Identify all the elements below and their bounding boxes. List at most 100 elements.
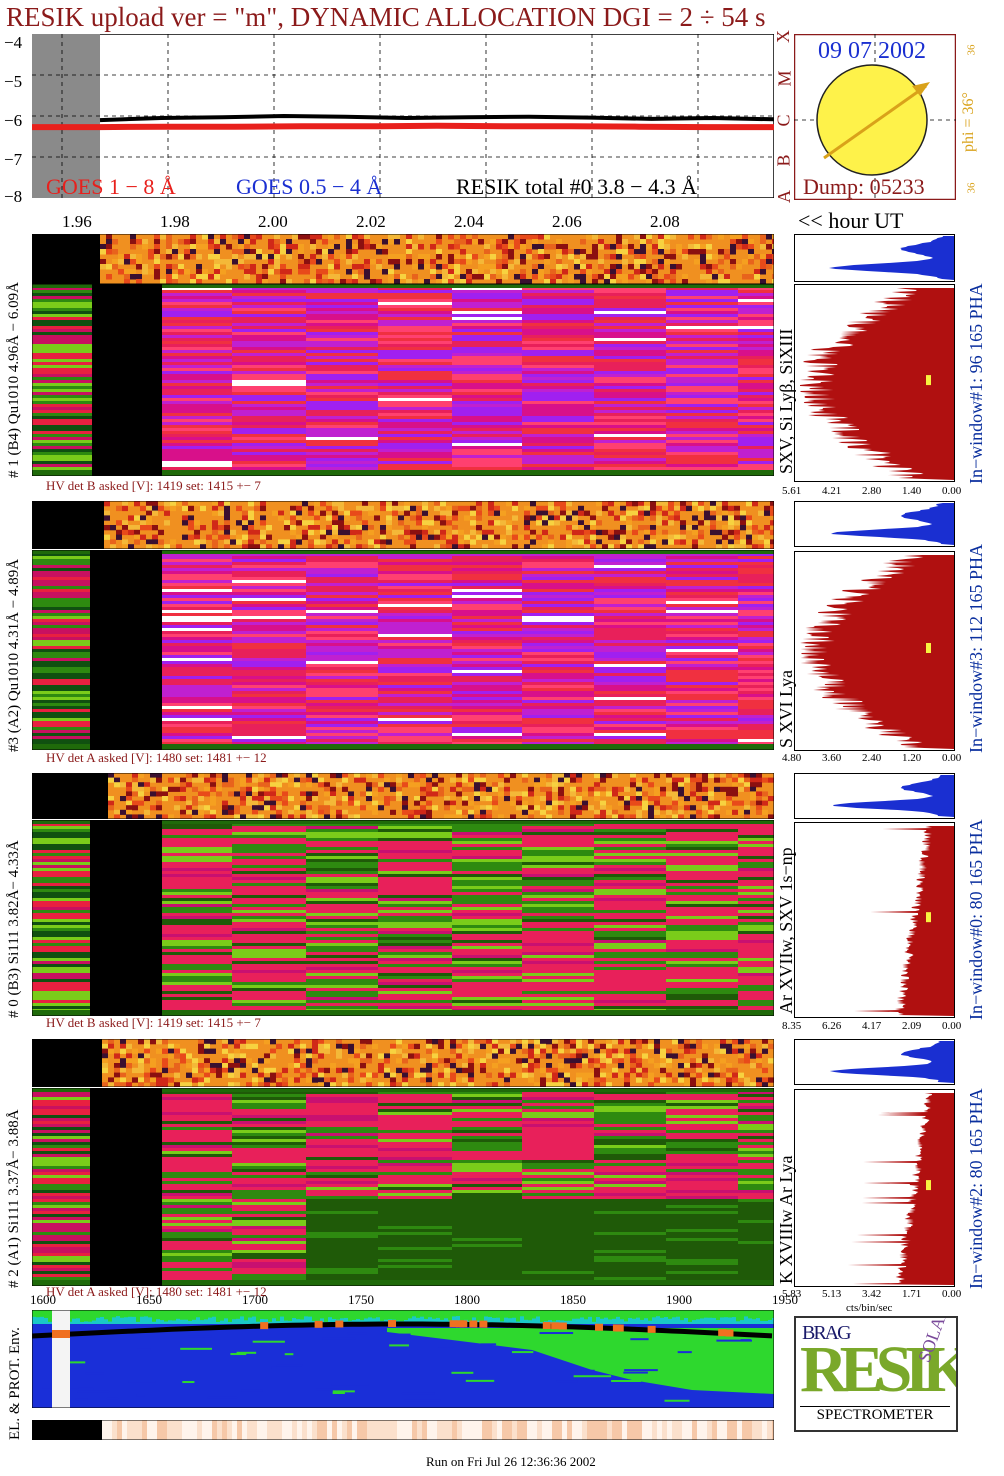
time-tick-0: 1.96	[62, 212, 92, 231]
pha-xtick-0-2: 2.80	[862, 485, 882, 497]
phi-label: phi = 36°	[960, 92, 977, 152]
pha-xtick-3-1: 5.13	[822, 1288, 842, 1300]
goes-ylabel-5: −8	[4, 187, 23, 206]
phi-top: 36	[965, 44, 978, 56]
pha-xtick-0-4: 0.00	[942, 485, 962, 497]
spectrogram-1	[32, 550, 774, 750]
pha-xtick-1-2: 2.40	[862, 752, 882, 764]
env-xtick-7: 1950	[772, 1292, 798, 1307]
sun-date: 09 07 2002	[818, 38, 926, 64]
pha-xtick-2-4: 0.00	[942, 1020, 962, 1032]
channel-hv-text-1: HV det A asked [V]: 1480 set: 1481 +− 12	[46, 750, 267, 765]
goes-legend-black: RESIK total #0 3.8 − 4.3 Å	[456, 174, 697, 199]
time-tick-2: 2.00	[258, 212, 288, 231]
class-letter-m: M	[774, 70, 795, 87]
goes-legend-blue: GOES 0.5 − 4 Å	[236, 174, 383, 199]
time-tick-6: 2.08	[650, 212, 680, 231]
channel-line-label-3: K XVIIIw Ar Lya	[776, 1155, 796, 1284]
env-xtick-5: 1850	[560, 1292, 586, 1307]
temperature-strip-3	[32, 1039, 774, 1087]
channel-line-label-1: S XVI Lya	[776, 670, 796, 748]
temperature-strip-1	[32, 501, 774, 549]
spectrum-profile-2	[794, 822, 955, 1018]
channel-line-label-2: Ar XVIIw, SXV 1s−np	[776, 847, 796, 1014]
pha-xtick-1-1: 3.60	[822, 752, 842, 764]
pha-xtick-3-2: 3.42	[862, 1288, 882, 1300]
time-tick-5: 2.06	[552, 212, 582, 231]
sun-disk	[816, 64, 928, 176]
channel-pha-label-3: In−window#2: 80 165 PHA	[966, 1088, 986, 1289]
sun-dump: Dump: 05233	[803, 174, 925, 199]
goes-series-1	[99, 113, 774, 123]
pha-xtick-2-3: 2.09	[902, 1020, 922, 1032]
channel-ylabel-2: # 0 (B3) Si111 3.82Å− 4.33Å	[6, 840, 22, 1018]
spectrogram-2	[32, 820, 774, 1016]
spectrum-profile-1	[794, 551, 955, 751]
page-title: RESIK upload ver = "m", DYNAMIC ALLOCATI…	[6, 2, 766, 32]
pha-xtick-2-1: 6.26	[822, 1020, 842, 1032]
pha-xtick-1-3: 1.20	[902, 752, 922, 764]
channel-line-label-0: SXV, Si Lyβ, SiXIII	[776, 328, 796, 474]
time-tick-1: 1.98	[160, 212, 190, 231]
goes-legend-red: GOES 1 − 8 Å	[46, 174, 176, 199]
class-letter-c: C	[773, 114, 794, 127]
pha-xtick-0-1: 4.21	[822, 485, 842, 497]
goes-ylabel-2: −5	[4, 72, 23, 91]
env-ylabel: EL. & PROT. Env.	[7, 1327, 23, 1440]
channel-pha-label-0: In−window#1: 96 165 PHA	[966, 283, 986, 484]
goes-plot	[32, 34, 774, 198]
spectrogram-3	[32, 1088, 774, 1286]
pha-xtick-0-3: 1.40	[902, 485, 922, 497]
logo-caption: SPECTROMETER	[800, 1406, 950, 1424]
goes-ylabel-1: −4	[4, 33, 23, 52]
goes-panel: −4 −5 −6 −7 −8	[0, 30, 790, 230]
pha-xaxis-label: cts/bin/sec	[846, 1302, 893, 1314]
environment-panel	[32, 1310, 774, 1408]
env-xtick-6: 1900	[666, 1292, 692, 1307]
pha-xtick-1-0: 4.80	[782, 752, 802, 764]
sun-panel	[794, 34, 956, 200]
channel-hv-text-0: HV det B asked [V]: 1419 set: 1415 +− 7	[46, 478, 261, 493]
time-tick-3: 2.02	[356, 212, 386, 231]
time-tick-4: 2.04	[454, 212, 484, 231]
logo-small-top: BRAG	[802, 1322, 852, 1344]
logo-letters: RESIK	[800, 1333, 958, 1406]
pha-histogram-0	[794, 234, 955, 282]
env-xtick-2: 1700	[242, 1292, 268, 1307]
pha-histogram-1	[794, 501, 955, 547]
env-xtick-1: 1650	[136, 1292, 162, 1307]
spectrogram-0	[32, 284, 774, 476]
footer-run-text: Run on Fri Jul 26 12:36:36 2002	[426, 1454, 596, 1469]
pha-xtick-3-4: 0.00	[942, 1288, 962, 1300]
temperature-strip-2	[32, 773, 774, 819]
environment-strip	[32, 1420, 774, 1440]
channel-ylabel-1: #3 (A2) Qu1010 4.31Å − 4.89Å	[6, 558, 22, 752]
goes-series-0	[32, 122, 774, 131]
pha-xtick-3-0: 5.83	[782, 1288, 802, 1300]
channel-pha-label-1: In−window#3: 112 165 PHA	[966, 544, 986, 753]
channel-hv-text-3: HV det A asked [V]: 1480 set: 1481 +− 12	[46, 1284, 267, 1299]
class-letter-a: A	[774, 190, 794, 203]
class-letter-x: X	[773, 30, 793, 43]
env-xtick-3: 1750	[348, 1292, 374, 1307]
goes-ylabel-3: −6	[4, 111, 23, 130]
pha-xtick-3-3: 1.71	[902, 1288, 922, 1300]
channel-hv-text-2: HV det B asked [V]: 1419 set: 1415 +− 7	[46, 1015, 261, 1030]
pha-xtick-2-0: 8.35	[782, 1020, 802, 1032]
pha-histogram-2	[794, 773, 955, 819]
pha-xtick-0-0: 5.61	[782, 485, 802, 497]
channel-ylabel-0: # 1 (B4) Qu1010 4.96Å − 6.09Å	[6, 282, 22, 478]
goes-ylabel-4: −7	[4, 150, 23, 169]
channel-pha-label-2: In−window#0: 80 165 PHA	[966, 819, 986, 1020]
env-xtick-0: 1600	[30, 1292, 56, 1307]
spectrum-profile-0	[794, 284, 955, 482]
spectrum-profile-3	[794, 1089, 955, 1287]
pha-xtick-2-2: 4.17	[862, 1020, 882, 1032]
pha-xtick-1-4: 0.00	[942, 752, 962, 764]
resik-logo: BRAG RESIK SOLAR SPECTROMETER	[794, 1316, 958, 1432]
phi-bottom: 36	[965, 182, 978, 194]
pha-histogram-3	[794, 1039, 955, 1085]
channel-ylabel-3: # 2 (A1) Si111 3.37Å− 3.88Å	[6, 1109, 22, 1288]
env-xtick-4: 1800	[454, 1292, 480, 1307]
temperature-strip-0	[32, 234, 774, 284]
